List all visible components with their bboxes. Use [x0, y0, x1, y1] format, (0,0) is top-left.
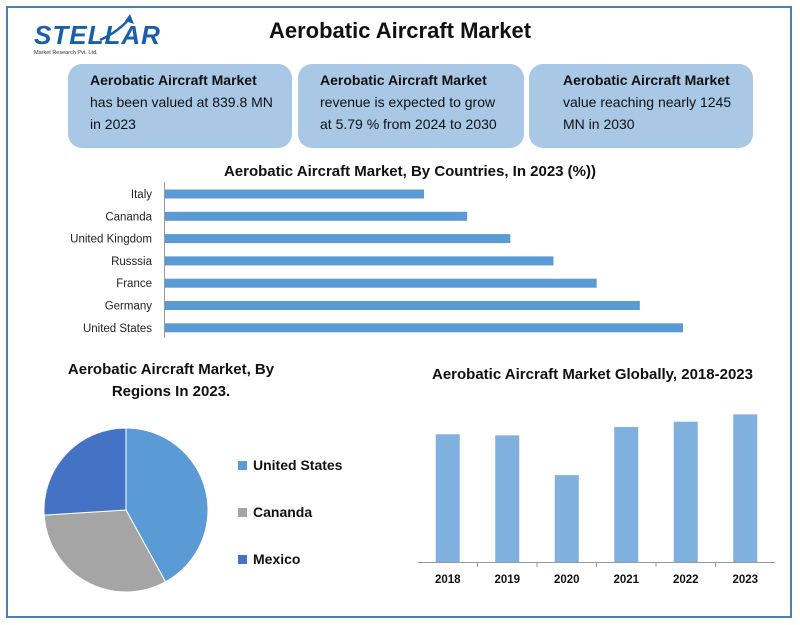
legend-label: Mexico — [253, 551, 301, 567]
card-title: Aerobatic Aircraft Market — [563, 72, 730, 88]
stellar-logo: STELLAR Market Research Pvt. Ltd. — [30, 14, 160, 64]
regions-pie-chart — [43, 427, 209, 593]
country-bar — [165, 278, 597, 288]
summary-card-1: Aerobatic Aircraft Market has been value… — [68, 64, 292, 148]
country-tick-label: Germany — [105, 301, 153, 313]
logo-subtext: Market Research Pvt. Ltd. — [34, 50, 98, 56]
card-body: revenue is expected to grow at 5.79 % fr… — [320, 94, 497, 132]
year-bar — [495, 435, 520, 562]
year-bar — [614, 426, 639, 562]
year-bar — [733, 414, 758, 562]
year-bar — [554, 475, 579, 562]
country-tick-label: United Kingdom — [70, 234, 152, 246]
country-bar — [165, 211, 468, 221]
year-tick-label: 2022 — [673, 574, 699, 586]
logo-wordmark: STELLAR — [34, 20, 161, 50]
pie-legend-item: United States — [238, 457, 342, 473]
legend-swatch — [238, 460, 247, 470]
pie-slice — [125, 427, 209, 583]
country-bar — [165, 301, 640, 310]
country-tick-label: United States — [83, 323, 152, 335]
year-bar — [435, 434, 460, 562]
country-bar — [165, 189, 424, 199]
global-chart-title: Aerobatic Aircraft Market Globally, 2018… — [432, 366, 753, 383]
legend-swatch — [238, 554, 247, 564]
country-tick-label: Russsia — [111, 256, 153, 268]
country-tick-label: Cananda — [105, 211, 152, 223]
year-tick-label: 2019 — [494, 574, 520, 586]
summary-card-3: Aerobatic Aircraft Market value reaching… — [529, 64, 753, 148]
country-bar — [165, 234, 511, 244]
card-body: has been valued at 839.8 MN in 2023 — [90, 94, 273, 132]
year-tick-label: 2020 — [554, 574, 580, 586]
global-bar-chart: 2018 2019 2020 2021 2022 2023 — [418, 414, 775, 586]
country-tick-label: France — [116, 278, 152, 290]
infographic-frame — [6, 6, 792, 618]
page-title: Aerobatic Aircraft Market — [268, 18, 532, 43]
country-bar — [165, 256, 554, 266]
year-tick-label: 2018 — [435, 574, 461, 586]
regions-chart-title: Aerobatic Aircraft Market, By Regions In… — [67, 361, 275, 400]
pie-slice — [43, 427, 127, 516]
card-body: value reaching nearly 1245 MN in 2030 — [563, 94, 732, 132]
legend-label: United States — [253, 457, 343, 473]
countries-chart-title: Aerobatic Aircraft Market, By Countries,… — [223, 163, 597, 180]
pie-slice — [43, 509, 167, 593]
legend-swatch — [238, 507, 247, 517]
pie-legend-item: Mexico — [238, 551, 300, 567]
legend-label: Cananda — [253, 504, 313, 520]
countries-bar-chart: Italy Cananda United Kingdom Russsia France G… — [70, 182, 683, 338]
card-title: Aerobatic Aircraft Market — [90, 72, 257, 88]
year-bar — [673, 421, 698, 562]
pie-legend-item: Cananda — [238, 504, 312, 520]
year-tick-label: 2023 — [732, 574, 758, 586]
country-tick-label: Italy — [131, 189, 152, 201]
year-tick-label: 2021 — [613, 574, 639, 586]
country-bar — [165, 323, 683, 333]
card-title: Aerobatic Aircraft Market — [320, 72, 487, 88]
summary-card-2: Aerobatic Aircraft Market revenue is exp… — [298, 64, 524, 148]
